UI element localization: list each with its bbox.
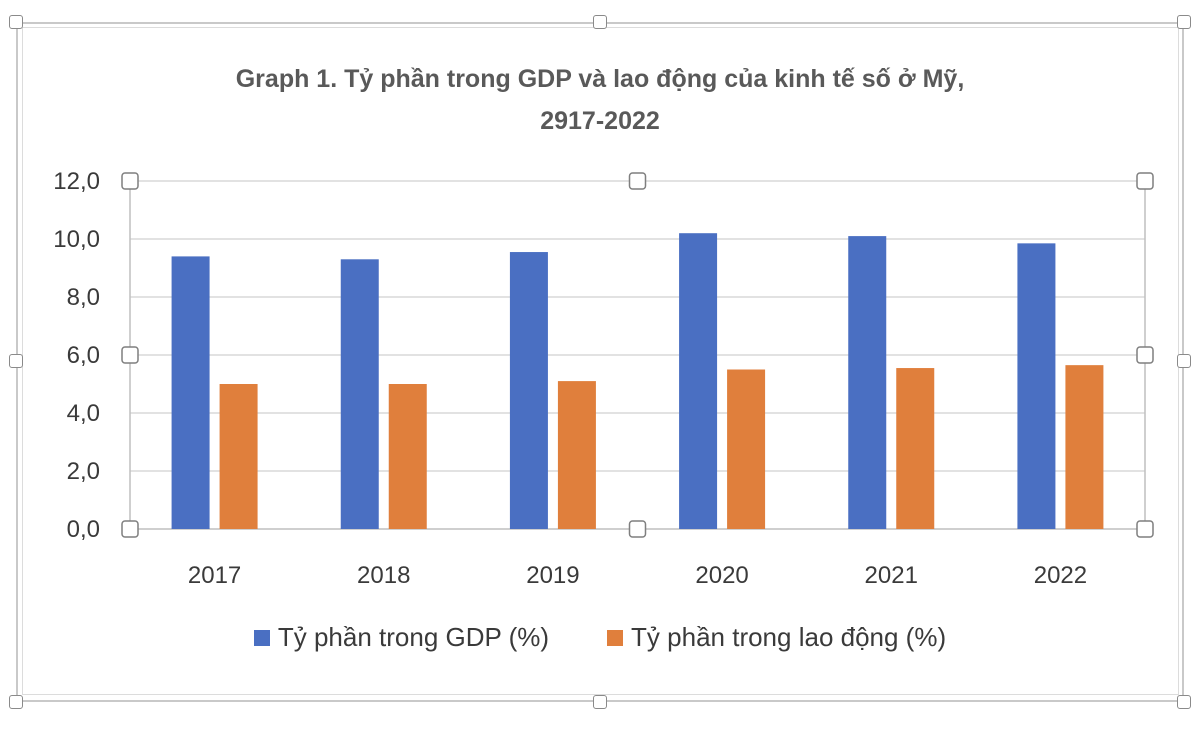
plot-resize-handle[interactable] bbox=[1136, 346, 1154, 364]
chart-title: Graph 1. Tỷ phần trong GDP và lao động c… bbox=[0, 58, 1200, 142]
frame-resize-handle[interactable] bbox=[1177, 354, 1191, 368]
legend-label-labor: Tỷ phần trong lao động (%) bbox=[631, 622, 947, 652]
bar-labor-2019 bbox=[557, 381, 596, 529]
chart-title-line-1: Graph 1. Tỷ phần trong GDP và lao động c… bbox=[235, 65, 965, 93]
x-tick-label: 2021 bbox=[865, 562, 918, 589]
x-tick-label: 2022 bbox=[1034, 562, 1087, 589]
legend-label-gdp: Tỷ phần trong GDP (%) bbox=[277, 622, 550, 652]
chart-title-line-2: 2917-2022 bbox=[540, 107, 660, 135]
bar-labor-2017 bbox=[219, 384, 258, 529]
y-tick-label: 10,0 bbox=[53, 226, 100, 253]
frame-resize-handle[interactable] bbox=[1177, 695, 1191, 709]
frame-resize-handle[interactable] bbox=[9, 354, 23, 368]
bar-gdp-2018 bbox=[340, 259, 379, 529]
y-tick-label: 2,0 bbox=[67, 458, 100, 485]
bar-labor-2021 bbox=[896, 368, 935, 529]
bar-gdp-2019 bbox=[509, 252, 548, 530]
plot-resize-handle[interactable] bbox=[1136, 520, 1154, 538]
plot-resize-handle[interactable] bbox=[121, 520, 139, 538]
frame-resize-handle[interactable] bbox=[9, 15, 23, 29]
plot-resize-handle[interactable] bbox=[1136, 172, 1154, 190]
legend-item-labor[interactable]: Tỷ phần trong lao động (%) bbox=[607, 622, 946, 653]
frame-resize-handle[interactable] bbox=[593, 15, 607, 29]
legend-swatch-gdp bbox=[253, 629, 270, 646]
bar-gdp-2022 bbox=[1017, 243, 1056, 529]
legend-item-gdp[interactable]: Tỷ phần trong GDP (%) bbox=[253, 622, 550, 653]
bar-labor-2020 bbox=[727, 369, 766, 529]
x-tick-label: 2019 bbox=[526, 562, 579, 589]
bar-labor-2018 bbox=[388, 384, 427, 529]
plot-resize-handle[interactable] bbox=[628, 520, 647, 538]
y-tick-label: 6,0 bbox=[67, 342, 100, 369]
plot-resize-handle[interactable] bbox=[121, 346, 139, 364]
bar-labor-2022 bbox=[1065, 365, 1104, 529]
plot-resize-handle[interactable] bbox=[121, 172, 139, 190]
bar-gdp-2021 bbox=[848, 236, 887, 529]
y-tick-label: 4,0 bbox=[67, 400, 100, 427]
x-tick-label: 2020 bbox=[695, 562, 748, 589]
bar-gdp-2017 bbox=[171, 256, 210, 529]
y-tick-label: 12,0 bbox=[53, 168, 100, 195]
x-tick-label: 2017 bbox=[188, 562, 241, 589]
legend-swatch-labor bbox=[607, 629, 624, 646]
y-tick-label: 8,0 bbox=[67, 284, 100, 311]
plot-resize-handle[interactable] bbox=[628, 172, 647, 190]
frame-resize-handle[interactable] bbox=[1177, 15, 1191, 29]
legend[interactable]: Tỷ phần trong GDP (%) Tỷ phần trong lao … bbox=[0, 622, 1200, 653]
bar-gdp-2020 bbox=[679, 233, 718, 529]
frame-resize-handle[interactable] bbox=[9, 695, 23, 709]
y-tick-label: 0,0 bbox=[67, 516, 100, 543]
frame-resize-handle[interactable] bbox=[593, 695, 607, 709]
x-tick-label: 2018 bbox=[357, 562, 410, 589]
